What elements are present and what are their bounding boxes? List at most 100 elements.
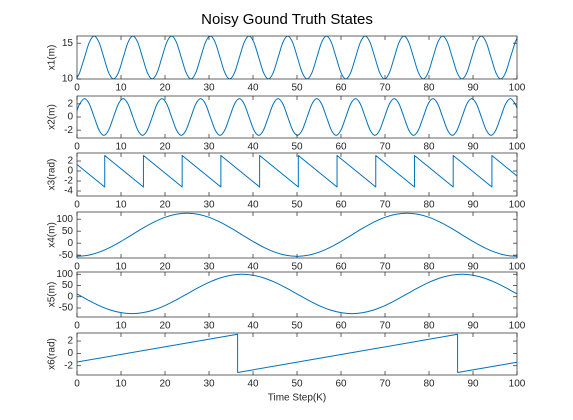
x-tick-label: 60 (335, 83, 347, 94)
data-line (77, 273, 517, 315)
y-tick-label: 100 (56, 269, 73, 280)
y-axis-label: x3(rad) (47, 159, 58, 191)
x-tick-label: 80 (423, 321, 435, 332)
x-tick-label: 100 (509, 379, 526, 390)
x-tick-label: 80 (423, 262, 435, 273)
x-tick-label: 90 (467, 142, 479, 153)
x-tick-label: 100 (509, 142, 526, 153)
x-tick-label: 80 (423, 142, 435, 153)
x-tick-label: 90 (467, 262, 479, 273)
y-tick-label: 2 (67, 336, 73, 347)
x-tick-label: 100 (509, 83, 526, 94)
y-axis-label: x5(m) (47, 282, 58, 308)
y-tick-label: -4 (64, 186, 73, 197)
y-tick-label: 0 (67, 348, 73, 359)
x-tick-label: 0 (74, 379, 80, 390)
y-axis-label: x2(m) (47, 104, 58, 130)
x-tick-label: 20 (159, 200, 171, 211)
x-tick-label: 0 (74, 83, 80, 94)
x-tick-label: 40 (247, 262, 259, 273)
x-tick-label: 60 (335, 142, 347, 153)
x-tick-label: 10 (115, 321, 127, 332)
x-tick-label: 90 (467, 321, 479, 332)
x-tick-label: 10 (115, 262, 127, 273)
y-tick-label: -2 (64, 125, 73, 136)
y-tick-label: -2 (64, 176, 73, 187)
x-tick-label: 50 (291, 200, 303, 211)
x-tick-label: 20 (159, 83, 171, 94)
x-tick-label: 40 (247, 142, 259, 153)
x-tick-label: 50 (291, 83, 303, 94)
plot-area (77, 153, 517, 196)
y-tick-label: -2 (64, 360, 73, 371)
y-tick-label: 0 (67, 112, 73, 123)
x-tick-label: 100 (509, 321, 526, 332)
x-tick-label: 40 (247, 83, 259, 94)
x-tick-label: 60 (335, 262, 347, 273)
y-tick-label: 50 (62, 226, 74, 237)
x-tick-label: 30 (203, 321, 215, 332)
y-tick-label: 15 (62, 38, 74, 49)
x-tick-label: 80 (423, 379, 435, 390)
x-tick-label: 0 (74, 142, 80, 153)
x-tick-label: 80 (423, 83, 435, 94)
x-tick-label: 0 (74, 200, 80, 211)
x-tick-label: 0 (74, 321, 80, 332)
y-tick-label: 100 (56, 214, 73, 225)
x-tick-label: 100 (509, 262, 526, 273)
data-line (77, 333, 517, 374)
x-tick-label: 70 (379, 321, 391, 332)
y-tick-label: 10 (62, 74, 74, 85)
x-tick-label: 50 (291, 379, 303, 390)
x-tick-label: 50 (291, 321, 303, 332)
data-line (77, 98, 517, 136)
x-tick-label: 30 (203, 262, 215, 273)
x-tick-label: 40 (247, 200, 259, 211)
y-axis-label: x1(m) (47, 45, 58, 71)
plot-area (77, 212, 517, 258)
x-tick-label: 30 (203, 142, 215, 153)
y-axis-label: x4(m) (47, 222, 58, 248)
x-tick-label: 70 (379, 379, 391, 390)
x-tick-label: 10 (115, 142, 127, 153)
x-tick-label: 80 (423, 200, 435, 211)
x-tick-label: 90 (467, 83, 479, 94)
y-tick-label: 2 (67, 156, 73, 167)
y-axis-label: x6(rad) (47, 338, 58, 370)
x-tick-label: 100 (509, 200, 526, 211)
x-tick-label: 70 (379, 262, 391, 273)
x-tick-label: 10 (115, 200, 127, 211)
x-tick-label: 70 (379, 200, 391, 211)
x-tick-label: 70 (379, 142, 391, 153)
x-tick-label: 10 (115, 379, 127, 390)
y-tick-label: 0 (67, 166, 73, 177)
x-axis-label: Time Step(K) (268, 393, 327, 404)
x-tick-label: 30 (203, 379, 215, 390)
x-tick-label: 90 (467, 379, 479, 390)
x-tick-label: 60 (335, 379, 347, 390)
x-tick-label: 50 (291, 142, 303, 153)
y-tick-label: -50 (59, 303, 74, 314)
x-tick-label: 60 (335, 321, 347, 332)
x-tick-label: 90 (467, 200, 479, 211)
x-tick-label: 20 (159, 379, 171, 390)
y-tick-label: 2 (67, 99, 73, 110)
y-tick-label: -50 (59, 250, 74, 261)
plot-area (77, 96, 517, 138)
x-tick-label: 20 (159, 321, 171, 332)
x-tick-label: 30 (203, 83, 215, 94)
x-tick-label: 10 (115, 83, 127, 94)
x-tick-label: 20 (159, 142, 171, 153)
x-tick-label: 40 (247, 379, 259, 390)
data-line (77, 36, 517, 79)
data-line (77, 155, 517, 188)
y-tick-label: 0 (67, 238, 73, 249)
plot-area (77, 333, 517, 375)
x-tick-label: 30 (203, 200, 215, 211)
x-tick-label: 20 (159, 262, 171, 273)
x-tick-label: 60 (335, 200, 347, 211)
x-tick-label: 70 (379, 83, 391, 94)
y-tick-label: 0 (67, 291, 73, 302)
x-tick-label: 0 (74, 262, 80, 273)
